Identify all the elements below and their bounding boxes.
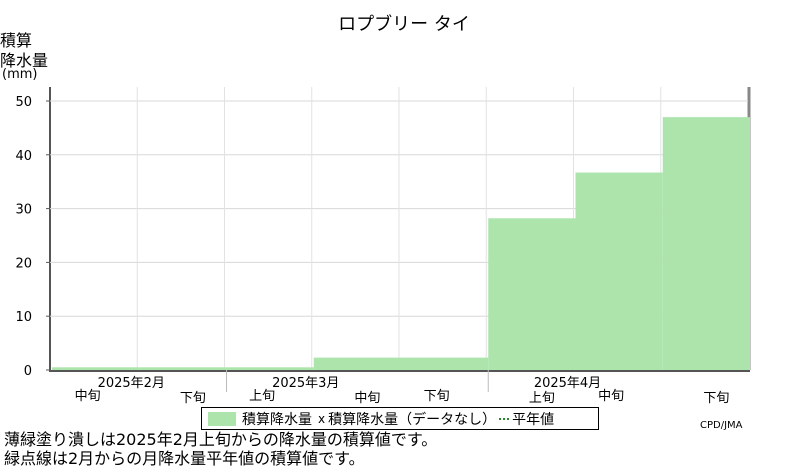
bar-5 (488, 218, 576, 370)
x-dekad-label-0: 中旬 (75, 389, 101, 404)
x-dekad-label-3: 中旬 (354, 391, 380, 406)
bar-4 (401, 357, 489, 370)
y-tick-50: 50 (15, 95, 32, 110)
x-dekad-label-4: 下旬 (424, 389, 450, 404)
y-axis-label-line1: 積算 (0, 31, 32, 50)
legend-dotted-line (499, 417, 510, 420)
y-tick-30: 30 (15, 203, 32, 218)
y-tick-20: 20 (15, 256, 32, 271)
y-axis-label-line2: 降水量 (0, 51, 48, 70)
legend-label-missing: 積算降水量（データなし） (328, 411, 497, 428)
legend-marker-missing: x (318, 411, 326, 426)
x-tick-labels: 中旬 下旬 上旬 中旬 下旬 上旬 中旬 下旬 2025年2月 2025年3月 2025年4月 (75, 370, 729, 406)
note-line-2: 緑点線は2月からの月降水量平年値の積算値です。 (4, 449, 365, 468)
x-dekad-label-5: 上旬 (529, 391, 555, 406)
x-month-label-0: 2025年2月 (98, 376, 165, 391)
bar-2 (226, 367, 314, 370)
legend-label-normal: 平年値 (512, 411, 555, 428)
x-dekad-label-6: 中旬 (598, 389, 624, 404)
legend-label-observed: 積算降水量 (242, 411, 312, 428)
y-axis-label-unit: (mm) (2, 67, 37, 82)
y-tick-10: 10 (15, 310, 32, 325)
bar-1 (139, 367, 227, 370)
bar-series (52, 117, 750, 370)
bar-6 (575, 172, 663, 370)
legend-swatch-observed (208, 411, 236, 426)
x-dekad-label-7: 下旬 (703, 391, 729, 406)
note-line-1: 薄緑塗り潰しは2025年2月上旬からの降水量の積算値です。 (4, 430, 438, 449)
x-dekad-label-1: 下旬 (180, 391, 206, 406)
grid-lines (50, 87, 748, 370)
x-month-label-1: 2025年3月 (272, 376, 339, 391)
y-tick-40: 40 (15, 149, 32, 164)
y-tick-labels: 0 10 20 30 40 50 (15, 95, 50, 379)
legend: 積算降水量 x 積算降水量（データなし） 平年値 (201, 407, 599, 430)
bar-0 (52, 367, 140, 370)
y-tick-0: 0 (24, 364, 32, 379)
bar-7 (662, 117, 750, 370)
credit: CPD/JMA (700, 420, 743, 431)
bar-3 (313, 357, 401, 370)
x-dekad-label-2: 上旬 (249, 389, 275, 404)
chart-title: ロプブリー タイ (338, 13, 470, 35)
x-month-label-2: 2025年4月 (534, 376, 601, 391)
